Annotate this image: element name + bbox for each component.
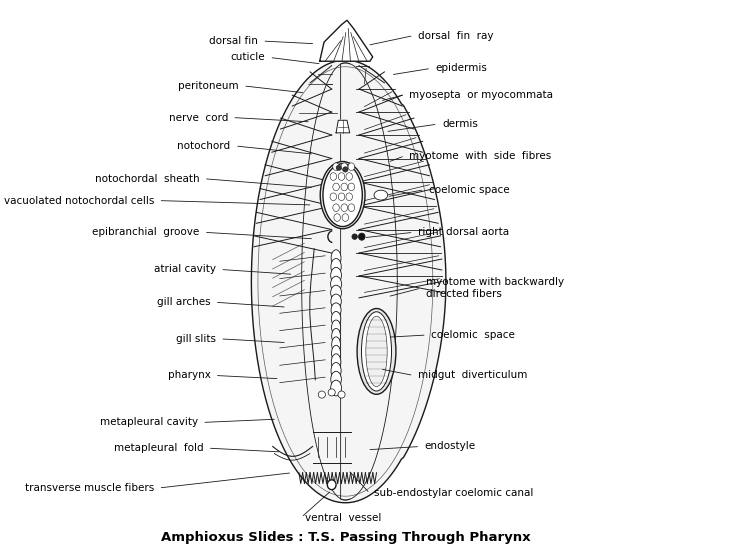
Ellipse shape bbox=[362, 312, 392, 391]
Text: peritoneum: peritoneum bbox=[178, 81, 239, 91]
Text: pharynx: pharynx bbox=[168, 370, 210, 380]
Text: dermis: dermis bbox=[442, 119, 478, 129]
Text: gill slits: gill slits bbox=[176, 334, 216, 344]
Text: midgut  diverticulum: midgut diverticulum bbox=[418, 370, 528, 380]
Text: coelomic space: coelomic space bbox=[429, 185, 509, 195]
Text: myosepta  or myocommata: myosepta or myocommata bbox=[409, 89, 553, 99]
Ellipse shape bbox=[332, 337, 340, 353]
Ellipse shape bbox=[331, 294, 341, 309]
Ellipse shape bbox=[343, 167, 348, 172]
Text: ventral  vessel: ventral vessel bbox=[305, 512, 382, 523]
Text: vacuolated notochordal cells: vacuolated notochordal cells bbox=[4, 195, 154, 205]
Ellipse shape bbox=[333, 204, 340, 211]
Text: notochordal  sheath: notochordal sheath bbox=[95, 174, 199, 184]
Text: coelomic  space: coelomic space bbox=[431, 330, 515, 340]
Polygon shape bbox=[336, 120, 350, 133]
Ellipse shape bbox=[333, 183, 340, 191]
Text: epibranchial  groove: epibranchial groove bbox=[92, 227, 199, 237]
Ellipse shape bbox=[352, 234, 357, 240]
Ellipse shape bbox=[323, 164, 362, 226]
Ellipse shape bbox=[331, 277, 342, 291]
Ellipse shape bbox=[348, 204, 354, 211]
Text: cuticle: cuticle bbox=[231, 52, 265, 62]
Ellipse shape bbox=[342, 214, 348, 221]
Ellipse shape bbox=[332, 328, 340, 343]
Text: endostyle: endostyle bbox=[425, 442, 476, 452]
Text: notochord: notochord bbox=[177, 141, 231, 151]
Ellipse shape bbox=[332, 311, 341, 326]
Ellipse shape bbox=[332, 320, 340, 335]
Text: gill arches: gill arches bbox=[157, 297, 210, 307]
Ellipse shape bbox=[341, 204, 348, 211]
Ellipse shape bbox=[332, 354, 341, 370]
Ellipse shape bbox=[346, 193, 353, 200]
Ellipse shape bbox=[331, 267, 341, 283]
Text: dorsal  fin  ray: dorsal fin ray bbox=[418, 30, 493, 40]
Text: right dorsal aorta: right dorsal aorta bbox=[418, 227, 509, 237]
Ellipse shape bbox=[334, 214, 340, 221]
Ellipse shape bbox=[348, 183, 354, 191]
Ellipse shape bbox=[338, 173, 345, 181]
Ellipse shape bbox=[333, 163, 340, 171]
Text: Amphioxus Slides : T.S. Passing Through Pharynx: Amphioxus Slides : T.S. Passing Through … bbox=[160, 530, 530, 544]
Ellipse shape bbox=[330, 173, 337, 181]
Ellipse shape bbox=[341, 183, 348, 191]
Ellipse shape bbox=[374, 190, 388, 200]
Ellipse shape bbox=[331, 250, 341, 266]
Ellipse shape bbox=[331, 303, 341, 317]
Text: dorsal fin: dorsal fin bbox=[209, 36, 258, 46]
Text: atrial cavity: atrial cavity bbox=[154, 264, 216, 274]
Text: epidermis: epidermis bbox=[436, 63, 488, 73]
Text: metapleural  fold: metapleural fold bbox=[113, 443, 203, 453]
Ellipse shape bbox=[341, 163, 348, 171]
Ellipse shape bbox=[359, 233, 365, 240]
Ellipse shape bbox=[330, 193, 337, 200]
Ellipse shape bbox=[318, 391, 326, 398]
Polygon shape bbox=[320, 20, 373, 61]
Ellipse shape bbox=[366, 316, 387, 386]
Ellipse shape bbox=[338, 193, 345, 200]
Ellipse shape bbox=[331, 380, 342, 396]
Ellipse shape bbox=[327, 480, 336, 490]
Ellipse shape bbox=[357, 309, 396, 394]
Ellipse shape bbox=[320, 162, 365, 229]
Ellipse shape bbox=[328, 389, 335, 396]
Ellipse shape bbox=[338, 391, 345, 398]
Ellipse shape bbox=[348, 163, 354, 171]
Ellipse shape bbox=[331, 371, 341, 388]
Text: metapleural cavity: metapleural cavity bbox=[100, 417, 198, 427]
Polygon shape bbox=[251, 60, 446, 503]
Ellipse shape bbox=[331, 258, 341, 275]
Text: sub-endostylar coelomic canal: sub-endostylar coelomic canal bbox=[374, 489, 534, 498]
Ellipse shape bbox=[346, 173, 353, 181]
Ellipse shape bbox=[332, 346, 340, 362]
Ellipse shape bbox=[331, 363, 341, 379]
Text: transverse muscle fibers: transverse muscle fibers bbox=[25, 483, 154, 493]
Ellipse shape bbox=[331, 285, 342, 300]
Text: myotome  with  side  fibres: myotome with side fibres bbox=[409, 151, 551, 161]
Ellipse shape bbox=[336, 165, 342, 171]
Text: nerve  cord: nerve cord bbox=[168, 113, 228, 123]
Text: myotome with backwardly
directed fibers: myotome with backwardly directed fibers bbox=[426, 277, 564, 299]
